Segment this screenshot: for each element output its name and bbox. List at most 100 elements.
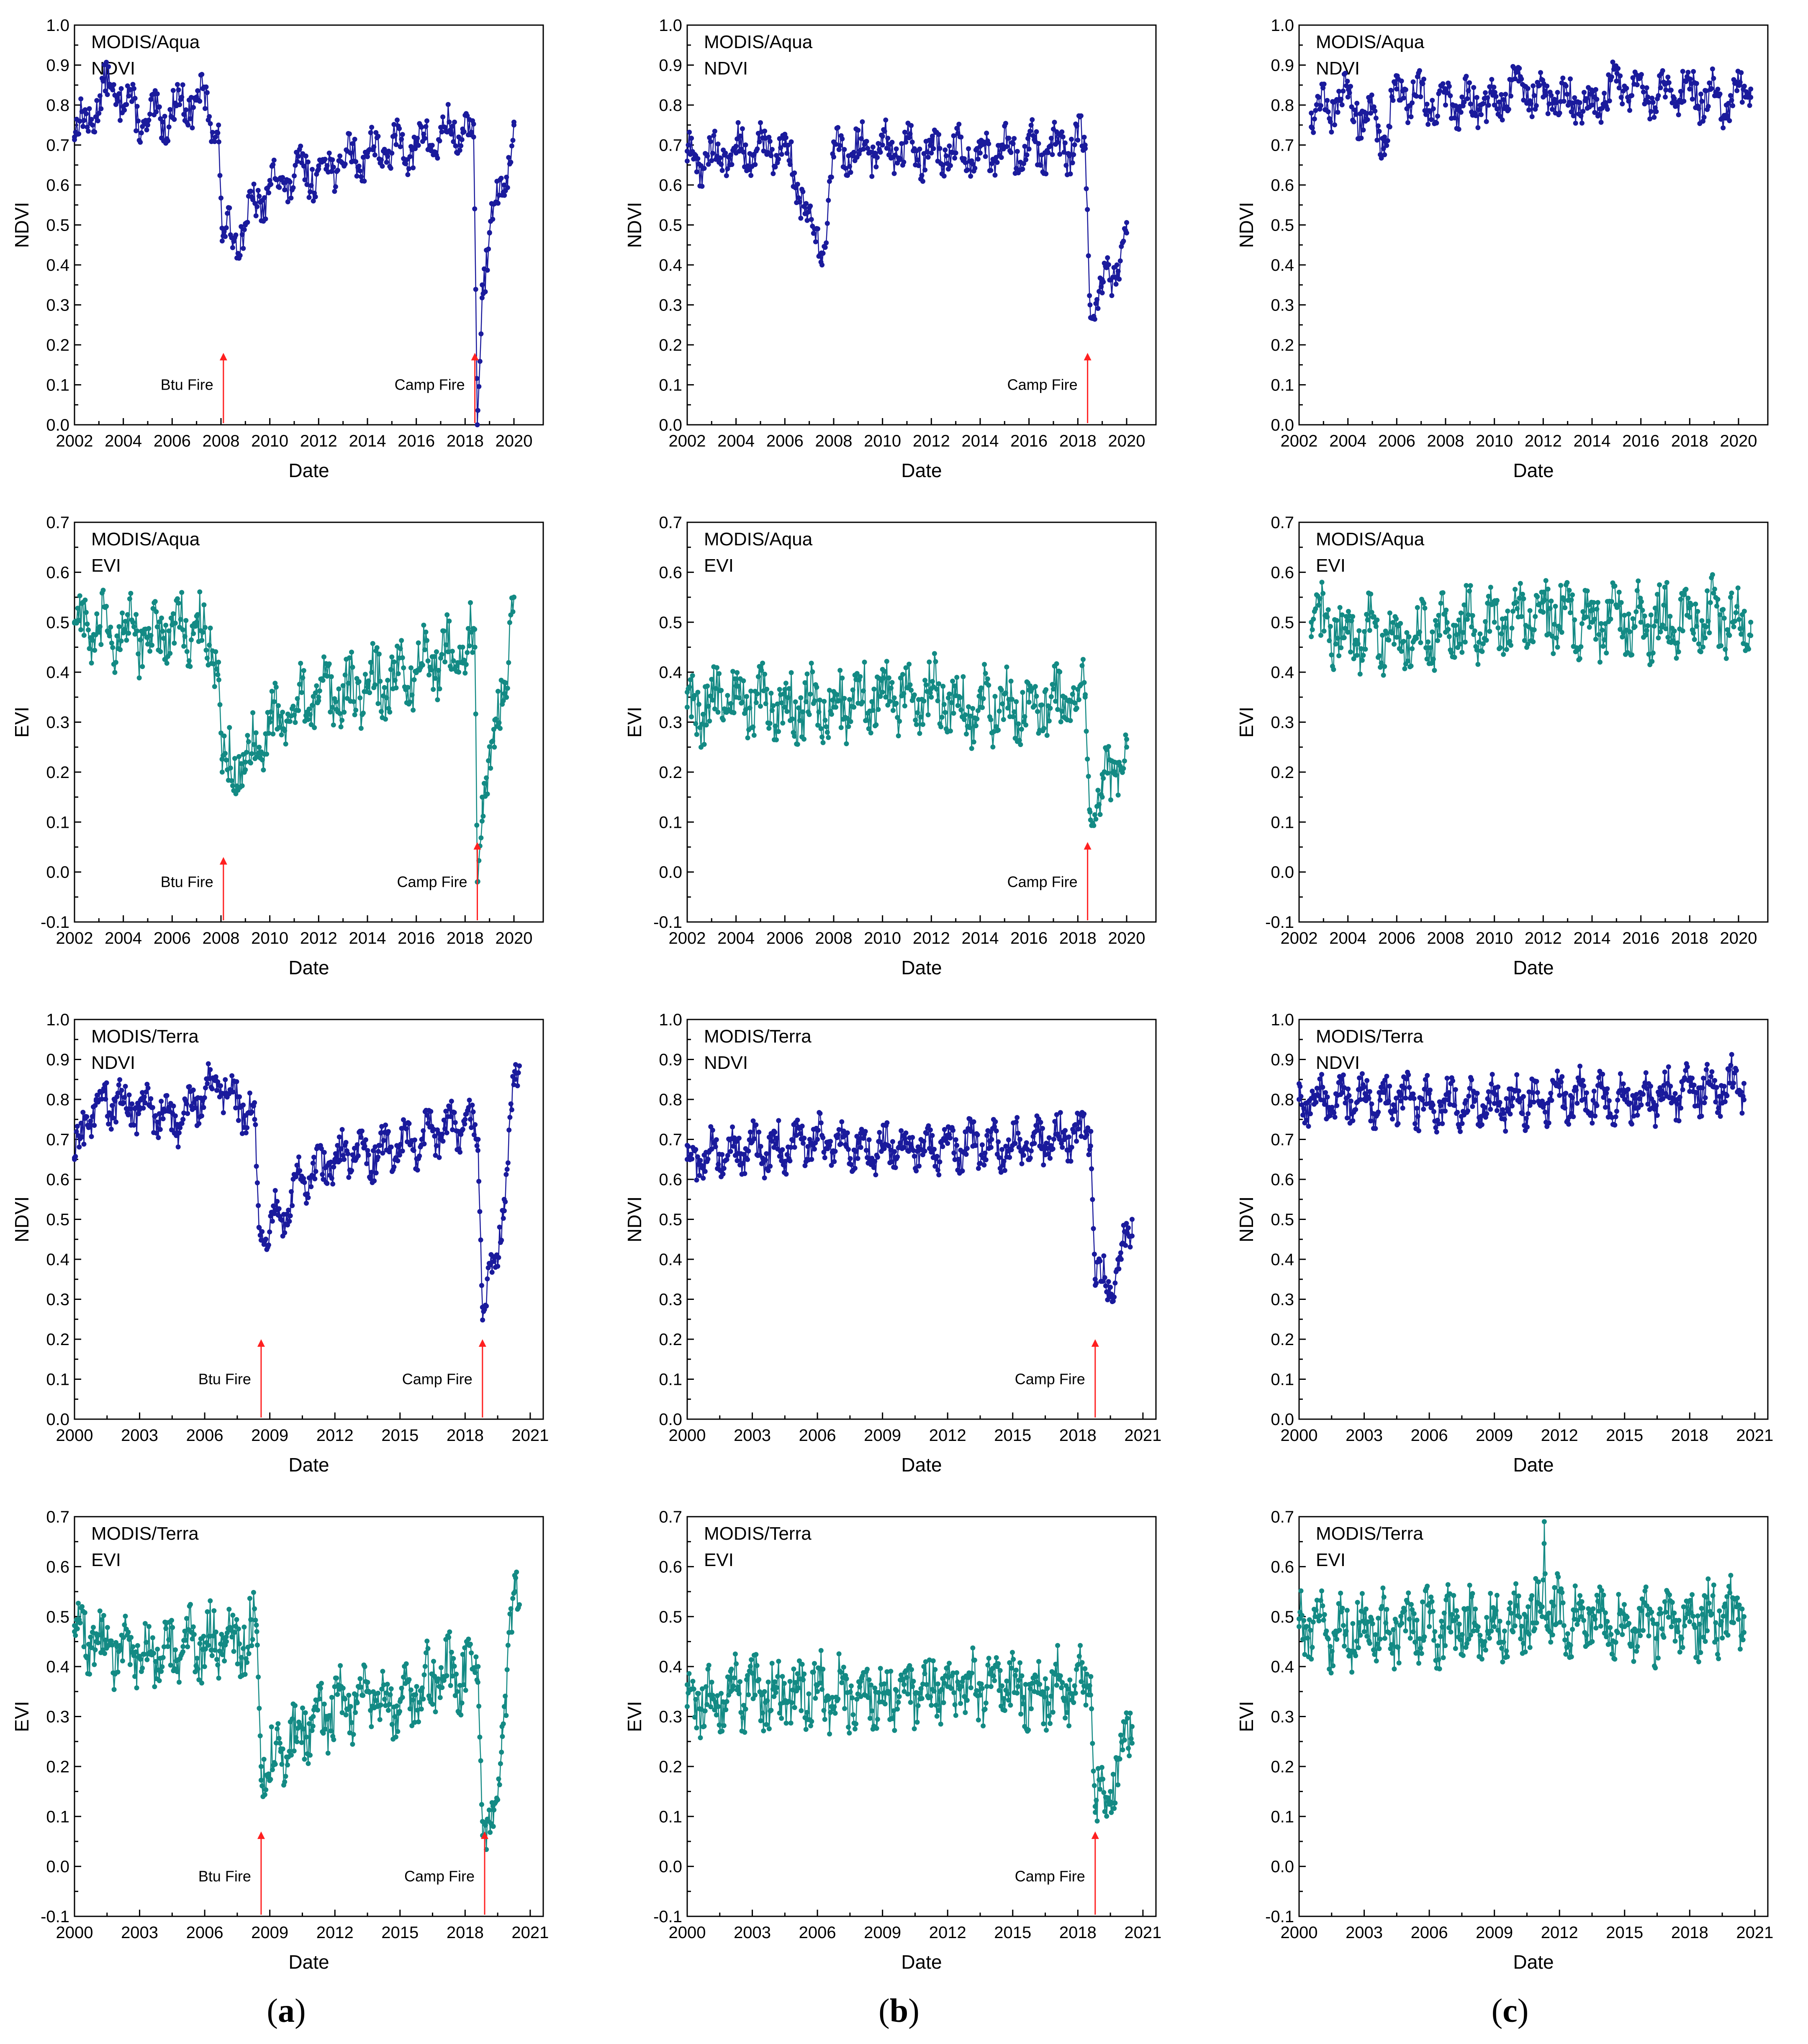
y-tick-label: 0.5 [46, 614, 69, 632]
data-point [255, 187, 261, 193]
data-point [839, 1119, 845, 1125]
data-point [932, 1147, 937, 1152]
data-point [907, 135, 912, 141]
data-point [1667, 614, 1673, 619]
data-point [376, 651, 382, 657]
data-point [1636, 604, 1642, 609]
data-point [472, 206, 478, 211]
data-point [1476, 639, 1482, 645]
y-tick-label: 0.2 [1271, 336, 1294, 354]
data-point [1499, 631, 1504, 637]
data-point [202, 1664, 207, 1669]
data-point [1533, 614, 1538, 619]
data-point [465, 113, 470, 118]
data-point [714, 665, 719, 670]
data-point [952, 1157, 958, 1162]
data-point [1585, 588, 1590, 593]
data-point [347, 655, 352, 660]
data-point [1117, 760, 1122, 765]
data-point [1618, 73, 1623, 79]
data-point [1506, 107, 1511, 112]
data-point [1053, 698, 1058, 704]
data-point [241, 246, 246, 251]
data-point [511, 1082, 516, 1087]
data-point [1523, 1116, 1529, 1121]
y-tick-label: 0.2 [659, 336, 682, 354]
data-point [437, 138, 442, 144]
data-point [968, 1129, 973, 1134]
data-point [209, 1086, 215, 1091]
data-point [247, 1090, 252, 1096]
data-point [1023, 157, 1029, 162]
data-point [1690, 1076, 1695, 1081]
data-point [1309, 110, 1314, 116]
data-point [465, 626, 471, 631]
data-point [1106, 262, 1111, 267]
data-point [504, 695, 509, 700]
data-point [740, 126, 745, 131]
data-point [1438, 1103, 1443, 1108]
data-point [1541, 609, 1546, 615]
data-point [1394, 1096, 1399, 1101]
data-point [262, 1792, 267, 1797]
data-point [486, 247, 491, 252]
data-point [73, 1154, 78, 1159]
data-point [1369, 1101, 1374, 1107]
data-point [160, 1655, 166, 1660]
data-point [257, 193, 262, 199]
y-tick-label: 0.7 [1271, 1131, 1294, 1149]
data-point [1594, 1103, 1600, 1108]
data-point [237, 1094, 242, 1099]
data-point [836, 698, 842, 703]
x-tick-label: 2015 [994, 1426, 1031, 1445]
data-point [1012, 709, 1017, 714]
data-point [180, 1649, 185, 1654]
data-point [851, 704, 857, 710]
data-point [1584, 1090, 1589, 1096]
data-point [230, 1613, 236, 1618]
data-point [462, 670, 468, 676]
data-point [1609, 599, 1614, 604]
x-tick-label: 2016 [1010, 929, 1048, 948]
x-tick-label: 2015 [1606, 1426, 1643, 1445]
data-point [974, 716, 980, 722]
data-point [1604, 1091, 1609, 1096]
data-point [480, 282, 485, 288]
data-point [948, 728, 953, 734]
data-point [1644, 1086, 1649, 1091]
data-point [250, 197, 256, 203]
data-point [816, 709, 822, 715]
data-point [154, 1130, 159, 1136]
data-point [1076, 1126, 1081, 1132]
data-point [1017, 738, 1022, 743]
data-point [988, 168, 994, 173]
data-point [498, 175, 504, 181]
data-point [1106, 744, 1111, 749]
data-point [1495, 1084, 1501, 1090]
data-point [747, 1130, 753, 1135]
data-point [1651, 115, 1657, 120]
data-point [964, 1146, 970, 1151]
data-point [1075, 137, 1081, 143]
data-point [1441, 1097, 1447, 1102]
data-point [1528, 101, 1534, 106]
data-point [1044, 1140, 1049, 1146]
data-point [1016, 1145, 1022, 1150]
data-point [1519, 614, 1524, 619]
data-point [1601, 1095, 1606, 1100]
fire-arrow-head [219, 857, 227, 865]
data-point [848, 719, 853, 724]
data-point [873, 164, 879, 169]
data-point [101, 1086, 106, 1091]
data-point [496, 1255, 501, 1260]
data-point [136, 651, 141, 657]
data-point [340, 1685, 346, 1691]
data-point [769, 708, 775, 713]
data-point [364, 1161, 370, 1166]
data-point [898, 156, 903, 162]
data-point [1605, 1086, 1610, 1091]
data-point [766, 726, 772, 731]
data-point [110, 1103, 115, 1108]
data-point [369, 1170, 374, 1175]
data-point [1081, 1111, 1087, 1117]
